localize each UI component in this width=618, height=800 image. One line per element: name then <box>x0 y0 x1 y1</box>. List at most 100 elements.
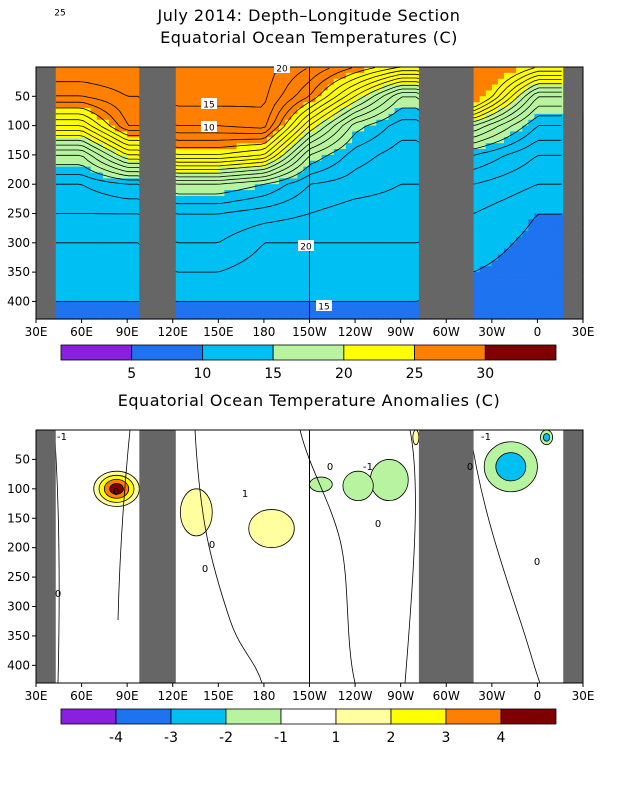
temperature-cell <box>412 272 420 279</box>
temperature-cell <box>406 172 414 179</box>
temperature-cell <box>552 242 560 250</box>
temperature-cell <box>90 301 98 308</box>
temperature-cell <box>194 125 201 133</box>
temperature-cell <box>181 254 189 261</box>
temperature-cell <box>358 102 365 109</box>
temperature-cell <box>279 225 286 232</box>
temperature-cell <box>279 137 286 144</box>
temperature-cell <box>127 201 134 209</box>
temperature-cell <box>260 137 268 144</box>
temperature-cell <box>230 248 238 256</box>
temperature-cell <box>339 102 347 109</box>
temperature-cell <box>352 242 359 250</box>
temperature-cell <box>503 172 511 179</box>
temperature-cell <box>115 154 122 162</box>
anomaly-colorbar-swatch <box>225 708 282 725</box>
temperature-cell <box>388 248 396 256</box>
temperature-cell <box>121 266 128 273</box>
temperature-cell <box>285 254 292 261</box>
temperature-cell <box>102 131 110 138</box>
temperature-cell <box>266 108 274 115</box>
temperature-cell <box>376 219 384 226</box>
temperature-cell <box>291 84 298 92</box>
temperature-cell <box>273 195 280 203</box>
temperature-cell <box>297 149 305 156</box>
temperature-cell <box>364 307 371 314</box>
temperature-cell <box>242 295 250 303</box>
temperature-cell <box>552 108 560 115</box>
temperature-cell <box>528 207 535 215</box>
temperature-cell <box>303 283 311 291</box>
temperature-cell <box>382 137 390 144</box>
temperature-cell <box>333 102 341 109</box>
temperature-cell <box>90 248 98 256</box>
temperature-cell <box>327 260 335 267</box>
temperature-cell <box>327 283 335 291</box>
temperature-cell <box>333 219 341 226</box>
temperature-cell <box>90 84 98 92</box>
temperature-cell <box>406 277 414 285</box>
temperature-cell <box>206 301 213 308</box>
temperature-cell <box>102 248 110 256</box>
temperature-cell <box>291 283 298 291</box>
temperature-cell <box>558 154 566 162</box>
temperature-cell <box>194 190 201 197</box>
temperature-cell <box>327 207 335 215</box>
temperature-cell <box>266 225 274 232</box>
temperature-cell <box>394 178 402 185</box>
temperature-cell <box>303 295 311 303</box>
temperature-cell <box>248 96 256 103</box>
temperature-cell <box>242 225 250 232</box>
temperature-cell <box>236 143 244 150</box>
temperature-cell <box>479 283 487 291</box>
temperature-cell <box>528 172 535 179</box>
temperature-cell <box>479 260 487 267</box>
temperature-cell <box>522 119 529 127</box>
temperature-cell <box>121 172 128 179</box>
temperature-cell <box>242 184 250 191</box>
temperature-cell <box>534 289 542 297</box>
temperature-cell <box>503 166 511 174</box>
temperature-cell <box>510 266 517 273</box>
temperature-cell <box>291 154 298 162</box>
temperature-cell <box>552 225 560 232</box>
temperature-cell <box>200 108 207 115</box>
temperature-cell <box>200 295 207 303</box>
temperature-cell <box>254 125 262 133</box>
temperature-cell <box>108 113 116 121</box>
temperature-cell <box>236 178 244 185</box>
temperature-cell <box>96 84 104 92</box>
temperature-cell <box>315 213 323 220</box>
temperature-cell <box>248 84 256 92</box>
temperature-cell <box>400 166 408 174</box>
temperature-cell <box>309 207 317 215</box>
temperature-cell <box>303 131 311 138</box>
temperature-cell <box>297 78 305 86</box>
temperature-cell <box>187 201 195 209</box>
temperature-cell <box>522 219 529 226</box>
temperature-cell <box>230 113 238 121</box>
temperature-cell <box>321 137 329 144</box>
temperature-cell <box>388 213 396 220</box>
temperature-cell <box>115 283 122 291</box>
temperature-cell <box>279 102 286 109</box>
temperature-cell <box>121 242 128 250</box>
temperature-cell <box>108 231 116 238</box>
temperature-cell <box>510 172 517 179</box>
temperature-cell <box>516 254 523 261</box>
temperature-cell <box>279 248 286 256</box>
temperature-cell <box>90 231 98 238</box>
temperature-cell <box>540 113 548 121</box>
temperature-cell <box>291 307 298 314</box>
temperature-cell <box>321 78 329 86</box>
temperature-cell <box>485 96 493 103</box>
temperature-cell <box>394 166 402 174</box>
temperature-cell <box>406 67 414 74</box>
temperature-cell <box>497 236 505 244</box>
temperature-cell <box>194 231 201 238</box>
temperature-cell <box>175 72 183 80</box>
temperature-cell <box>121 307 128 314</box>
temperature-cell <box>345 289 353 297</box>
temperature-cell <box>558 313 566 320</box>
temperature-cell <box>552 207 560 215</box>
